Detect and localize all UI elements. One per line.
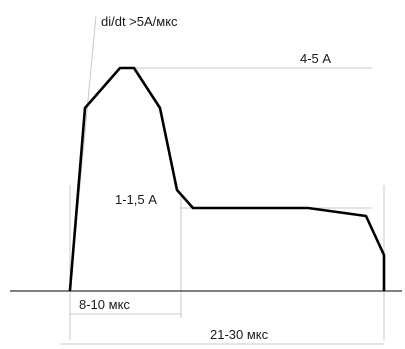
peak-current-label: 4-5 А xyxy=(300,51,331,66)
peak-duration-label: 8-10 мкс xyxy=(79,297,130,312)
base-current-label: 1-1,5 А xyxy=(115,192,157,207)
slope-label: di/dt >5А/мкс xyxy=(101,14,178,29)
current-pulse-waveform xyxy=(68,66,386,292)
total-duration-label: 21-30 мкс xyxy=(210,327,269,342)
